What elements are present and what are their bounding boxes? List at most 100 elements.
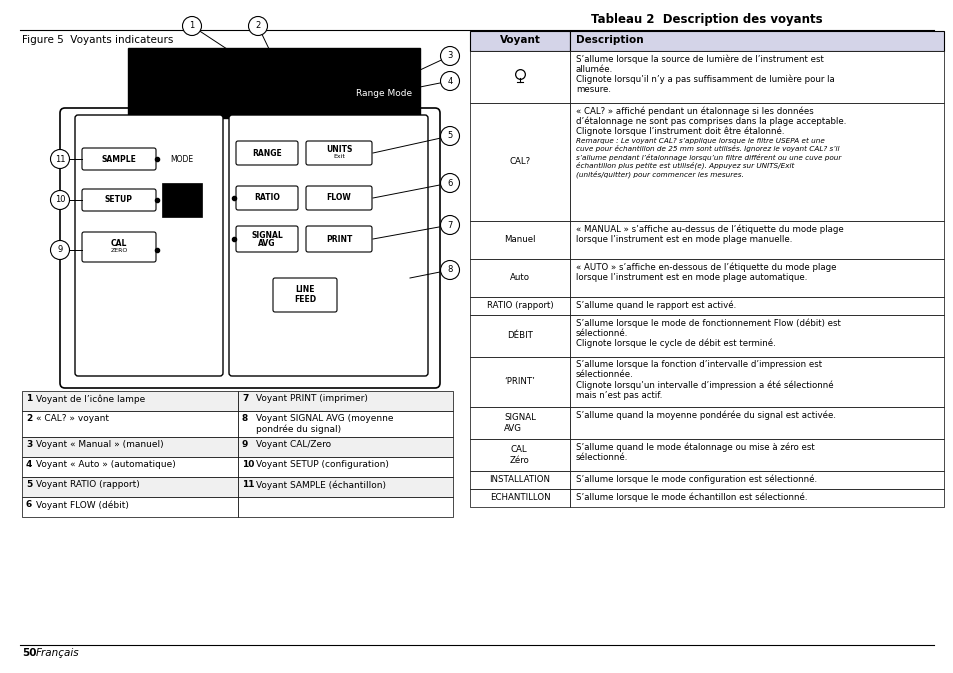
Text: Manuel: Manuel [504,236,536,244]
Circle shape [440,71,459,90]
Bar [569,471,943,489]
Circle shape [440,127,459,145]
Text: 5: 5 [26,480,32,489]
Bar [237,411,453,437]
Circle shape [440,174,459,192]
Text: CAL
Zéro: CAL Zéro [510,446,529,464]
Circle shape [51,149,70,168]
Bar [237,437,453,457]
Text: S’allume quand le mode étalonnage ou mise à zéro est
sélectionné.: S’allume quand le mode étalonnage ou mis… [576,442,814,462]
Text: Voyant SETUP (configuration): Voyant SETUP (configuration) [255,460,389,469]
Text: Description: Description [576,35,643,45]
Text: 9: 9 [242,440,248,449]
Text: Clignote lorsqu’il n’y a pas suffisamment de lumière pour la
mesure.: Clignote lorsqu’il n’y a pas suffisammen… [576,74,834,94]
Circle shape [248,17,267,36]
Bar [569,51,943,103]
Circle shape [182,17,201,36]
Bar [22,437,237,457]
Text: Voyant SIGNAL AVG (moyenne
pondrée du signal): Voyant SIGNAL AVG (moyenne pondrée du si… [255,414,393,434]
Circle shape [440,46,459,65]
Text: 4: 4 [447,77,452,85]
Text: 6: 6 [26,500,32,509]
Text: « CAL? » affiché pendant un étalonnage si les données
d’étalonnage ne sont pas c: « CAL? » affiché pendant un étalonnage s… [576,106,845,127]
FancyBboxPatch shape [306,141,372,165]
Text: 3: 3 [447,52,453,61]
Text: UNITS: UNITS [326,145,352,153]
Text: Voyant: Voyant [499,35,539,45]
FancyBboxPatch shape [306,186,372,210]
Bar [569,259,943,297]
Bar [470,407,569,439]
Bar [569,297,943,315]
Text: 4: 4 [26,460,32,469]
Text: 5: 5 [447,131,452,141]
Circle shape [51,240,70,260]
Text: Tableau 2  Description des voyants: Tableau 2 Description des voyants [591,13,821,26]
Bar [569,31,943,51]
Text: FEED: FEED [294,295,315,304]
Text: ECHANTILLON: ECHANTILLON [489,493,550,503]
Bar [237,391,453,411]
Text: Voyant « Auto » (automatique): Voyant « Auto » (automatique) [36,460,175,469]
Bar [569,489,943,507]
Text: S’allume lorsque le mode de fonctionnement Flow (débit) est
sélectionné.: S’allume lorsque le mode de fonctionneme… [576,318,840,338]
Text: 1: 1 [190,22,194,30]
Bar [22,391,237,411]
Text: Voyant PRINT (imprimer): Voyant PRINT (imprimer) [255,394,368,403]
FancyBboxPatch shape [60,108,439,388]
FancyBboxPatch shape [82,189,156,211]
Text: « MANUAL » s’affiche au-dessus de l’étiquette du mode plage
lorsque l’instrument: « MANUAL » s’affiche au-dessus de l’étiq… [576,224,842,244]
Text: Auto: Auto [510,273,530,283]
FancyBboxPatch shape [306,226,372,252]
FancyBboxPatch shape [229,115,428,376]
Text: 1: 1 [26,394,32,403]
Circle shape [440,215,459,234]
Bar [470,471,569,489]
Text: 10: 10 [54,195,65,205]
Bar [569,315,943,357]
Bar [470,31,569,51]
Text: DÉBIT: DÉBIT [507,332,533,341]
Text: 10: 10 [242,460,254,469]
Bar [162,183,202,217]
Text: S’allume lorsque le mode configuration est sélectionné.: S’allume lorsque le mode configuration e… [576,474,817,483]
Bar [470,103,569,221]
Text: MODE: MODE [170,155,193,164]
Bar [569,407,943,439]
Text: 2: 2 [26,414,32,423]
Text: Remarque : Le voyant CAL? s’applique lorsque le filtre USEPA et une
cuve pour éc: Remarque : Le voyant CAL? s’applique lor… [576,138,841,178]
Text: S’allume lorsque la source de lumière de l’instrument est
allumée.: S’allume lorsque la source de lumière de… [576,54,823,74]
Text: Voyant SAMPLE (échantillon): Voyant SAMPLE (échantillon) [255,480,386,489]
Bar [470,489,569,507]
Text: AVG: AVG [258,240,275,248]
Text: « AUTO » s’affiche en-dessous de l’étiquette du mode plage
lorsque l’instrument : « AUTO » s’affiche en-dessous de l’étiqu… [576,262,836,282]
FancyBboxPatch shape [235,226,297,252]
Bar [569,103,943,221]
Bar [569,357,943,407]
Text: 50: 50 [22,648,36,658]
Text: Voyant FLOW (débit): Voyant FLOW (débit) [36,500,129,509]
Bar [470,259,569,297]
Text: INSTALLATION: INSTALLATION [489,476,550,485]
Text: Voyant CAL/Zero: Voyant CAL/Zero [255,440,331,449]
Circle shape [440,260,459,279]
Text: « CAL? » voyant: « CAL? » voyant [36,414,109,423]
Text: Voyant « Manual » (manuel): Voyant « Manual » (manuel) [36,440,164,449]
Bar [22,497,237,517]
Text: Clignote lorsque l’instrument doit être étalonné.: Clignote lorsque l’instrument doit être … [576,126,783,135]
Text: CAL: CAL [111,238,127,248]
Bar [569,439,943,471]
Bar [237,477,453,497]
Text: 8: 8 [447,266,453,275]
FancyBboxPatch shape [273,278,336,312]
Bar [22,457,237,477]
Bar [569,221,943,259]
Bar [22,477,237,497]
Text: 2: 2 [255,22,260,30]
Text: 3: 3 [26,440,32,449]
Text: Range Mode: Range Mode [355,89,412,98]
Text: 11: 11 [242,480,254,489]
Text: FLOW: FLOW [326,194,351,203]
Text: 6: 6 [447,178,453,188]
Text: Français: Français [36,648,79,658]
